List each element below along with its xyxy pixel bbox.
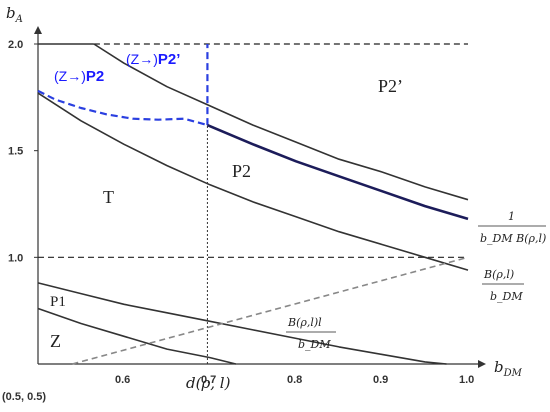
region-p2: P2 [232,161,251,181]
x-tick-label: 1.0 [459,374,474,386]
d-rho-l-label: d(ρ, l) [186,374,231,392]
region-p1: P1 [50,294,66,310]
x-tick-label: 0.7 [201,374,216,386]
z-to-p2-label: (Z→)P2 [54,68,104,85]
y-tick-label: 2.0 [8,39,23,51]
y-tick-label: 1.0 [8,252,23,264]
curve-layer [37,43,469,365]
origin-label: (0.5, 0.5) [2,391,46,403]
series-line-5 [37,307,236,365]
x-tick-label: 0.6 [115,374,130,386]
svg-text:1: 1 [508,210,515,223]
region-p2prime: P2’ [378,76,403,96]
y-axis-arrow [34,26,42,34]
region-t: T [103,187,114,207]
series-line-3 [37,89,208,127]
series-line-6 [72,256,469,365]
svg-text:B(ρ,l): B(ρ,l) [483,268,514,281]
frac-mid-label: B(ρ,l) b_DM [482,268,524,303]
series-line-4 [37,282,447,365]
region-z: Z [50,331,61,351]
y-axis-label: bA [6,4,23,25]
frac-upper-label: 1 b_DM B(ρ,l) [478,210,546,245]
series-line-0 [93,43,469,201]
x-tick-label: 0.9 [373,374,388,386]
svg-text:b_DM: b_DM [490,290,523,303]
x-axis-label: bDM [494,358,523,379]
x-axis-arrow [478,360,486,368]
svg-text:b_DM B(ρ,l): b_DM B(ρ,l) [480,232,546,245]
y-tick-label: 1.5 [8,146,23,158]
z-to-p2prime-label: (Z→)P2’ [126,51,180,68]
series-line-1 [37,92,469,271]
svg-text:b_DM: b_DM [298,338,331,351]
series-line-2 [206,123,469,221]
svg-text:B(ρ,l)l: B(ρ,l)l [287,316,322,329]
frac-low-label: B(ρ,l)l b_DM [286,316,336,351]
x-tick-label: 0.8 [287,374,302,386]
tick-layer: 0.6 0.7 0.8 0.9 1.0 1.0 1.5 2.0 [8,39,474,386]
